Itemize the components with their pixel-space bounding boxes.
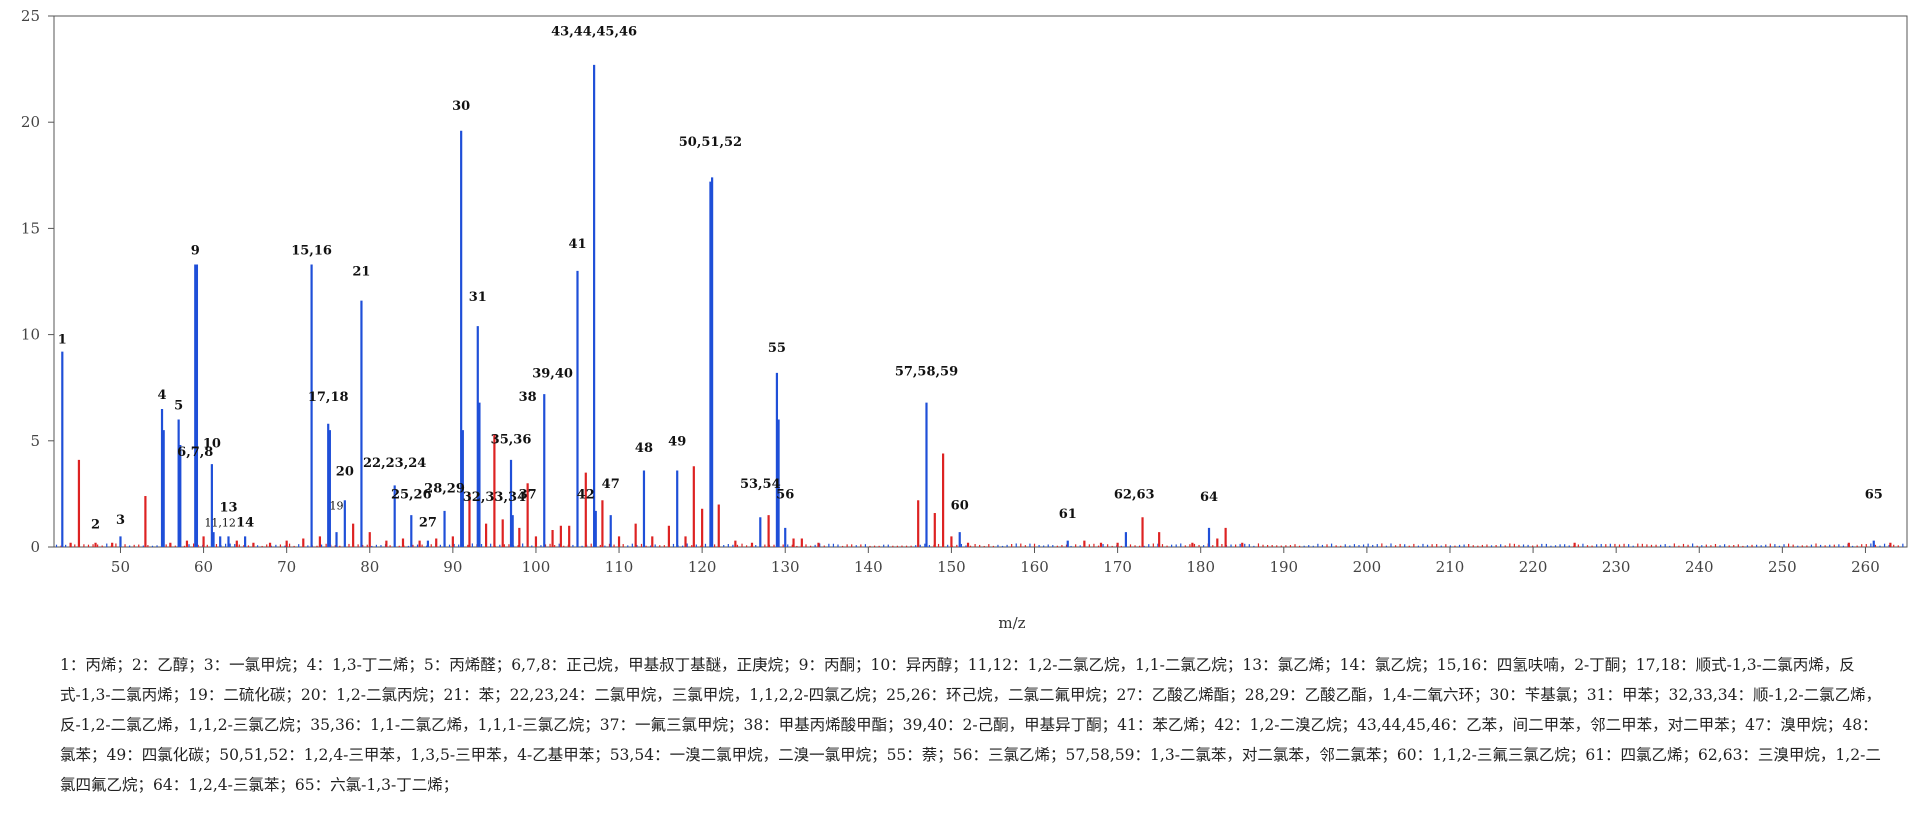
x-tick-label: 190	[1269, 558, 1298, 576]
peak-label: 62,63	[1114, 488, 1155, 503]
x-tick-label: 50	[111, 558, 130, 576]
peak-label: 53,54	[740, 477, 781, 492]
peak-label: 13	[219, 500, 237, 515]
peak-label: 17,18	[308, 390, 349, 405]
x-tick-label: 250	[1768, 558, 1797, 576]
peak-label: 4	[157, 388, 166, 403]
x-tick-label: 110	[605, 558, 634, 576]
compound-legend: 1：丙烯；2：乙醇；3：一氯甲烷；4：1,3-丁二烯；5：丙烯醛；6,7,8：正…	[60, 656, 1882, 794]
peak-label: 50,51,52	[679, 135, 742, 150]
peak-label: 5	[174, 398, 183, 413]
peak-label: 1	[58, 333, 67, 348]
peak-label: 65	[1865, 488, 1883, 503]
x-tick-label: 160	[1020, 558, 1049, 576]
y-tick-label: 0	[30, 538, 40, 556]
x-tick-label: 150	[937, 558, 966, 576]
y-tick-label: 15	[21, 219, 40, 237]
peak-label: 15,16	[291, 243, 332, 258]
x-tick-label: 230	[1602, 558, 1631, 576]
x-tick-label: 80	[360, 558, 379, 576]
y-tick-label: 25	[21, 7, 40, 25]
x-tick-label: 130	[771, 558, 800, 576]
peak-label: 20	[336, 464, 354, 479]
y-tick-label: 10	[21, 326, 40, 344]
peak-label: 30	[452, 99, 470, 114]
peak-label: 38	[519, 390, 537, 405]
peak-label: 42	[577, 488, 595, 503]
peak-label: 25,26	[391, 488, 432, 503]
peak-label: 28,29	[424, 481, 465, 496]
peak-label: 60	[951, 498, 969, 513]
spectrum-peaks	[55, 64, 1904, 547]
peak-label: 57,58,59	[895, 364, 958, 379]
x-tick-label: 60	[194, 558, 213, 576]
peak-label: 11,12	[204, 516, 236, 529]
peak-label: 3	[116, 513, 125, 528]
peak-label: 41	[568, 237, 586, 252]
x-tick-label: 220	[1519, 558, 1548, 576]
peak-label: 31	[469, 290, 487, 305]
peak-label: 49	[668, 435, 686, 450]
peak-label: 55	[768, 341, 786, 356]
y-tick-label: 20	[21, 113, 40, 131]
x-tick-label: 100	[522, 558, 551, 576]
x-tick-label: 260	[1851, 558, 1880, 576]
chart-axes	[53, 15, 1908, 548]
x-tick-label: 70	[277, 558, 296, 576]
peak-label: 21	[352, 265, 370, 280]
x-tick-label: 140	[854, 558, 883, 576]
peak-label: 61	[1059, 507, 1077, 522]
peak-label: 35,36	[491, 432, 532, 447]
peak-label: 56	[776, 488, 794, 503]
peak-label: 9	[191, 243, 200, 258]
peak-label: 47	[602, 477, 620, 492]
x-tick-label: 90	[443, 558, 462, 576]
peak-label: 32,33,34	[463, 490, 526, 505]
peak-label: 27	[419, 515, 437, 530]
peak-label: 48	[635, 441, 653, 456]
peak-label: 37	[519, 488, 537, 503]
peak-label: 14	[236, 515, 254, 530]
x-tick-label: 210	[1436, 558, 1465, 576]
peak-label: 43,44,45,46	[551, 25, 637, 40]
plot-frame	[53, 15, 1908, 548]
x-tick-label: 240	[1685, 558, 1714, 576]
peak-label: 6,7,8	[177, 445, 213, 460]
x-axis-title: m/z	[998, 614, 1025, 632]
peak-label: 22,23,24	[363, 456, 426, 471]
peak-label: 64	[1200, 490, 1218, 505]
x-tick-label: 200	[1353, 558, 1382, 576]
peak-label: 2	[91, 517, 100, 532]
peak-label: 10	[203, 437, 221, 452]
peak-label: 19	[330, 499, 344, 512]
x-tick-label: 170	[1103, 558, 1132, 576]
y-tick-label: 5	[30, 432, 40, 450]
peak-label: 39,40	[532, 367, 573, 382]
x-tick-label: 120	[688, 558, 717, 576]
x-tick-label: 180	[1186, 558, 1215, 576]
